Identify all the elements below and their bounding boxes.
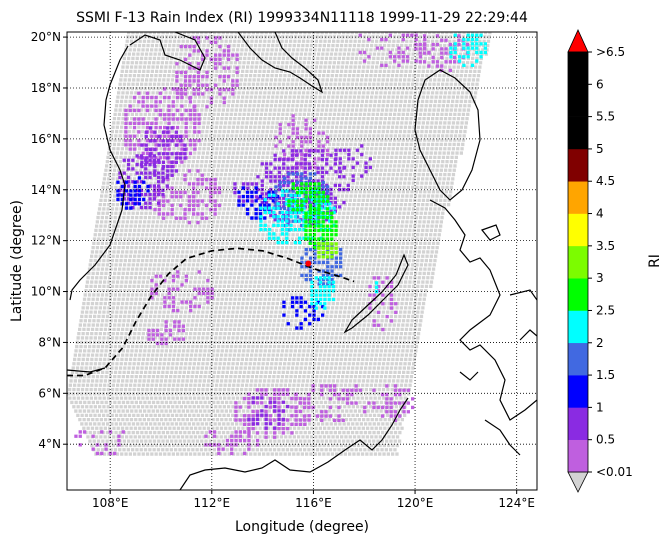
coastlines [67,32,537,490]
colorbar: <0.01 0.5 1 1.5 2 2.5 3 3.5 4 4.5 5 5.5 6 >6.5 [567,29,633,493]
colorbar-tick-label: 5 [596,142,604,156]
rain-pixel-group [118,126,372,430]
map-title: SSMI F-13 Rain Index (RI) 1999334N11118 … [76,10,528,26]
colorbar-under-triangle [567,471,589,493]
colorbar-tick-label: 1.5 [596,368,615,382]
coastline-segment [179,397,409,490]
y-tick-label: 6°N [38,386,61,400]
colorbar-tick-label: 2 [596,336,604,350]
colorbar-tick-label: 2.5 [596,303,615,317]
colorbar-segment [568,116,588,150]
colorbar-tick-label: 5.5 [596,110,615,124]
colorbar-segment [568,342,588,376]
coastline-segment [237,32,324,94]
coastline-segment [429,199,537,421]
y-tick-label: 8°N [38,335,61,349]
coastline-segment [343,253,409,334]
colorbar-segment [568,245,588,279]
colorbar-tick-label: 6 [596,77,604,91]
x-axis-label: Longitude (degree) [235,519,369,535]
rain-pixels [74,32,487,456]
colorbar-segment [568,213,588,247]
coastline-segment [459,371,479,381]
colorbar-tick-label: 4.5 [596,174,615,188]
colorbar-tick-label: 0.5 [596,433,615,447]
x-tick-label: 108°E [92,496,129,510]
coastline-segment [129,32,206,71]
y-tick-label: 4°N [38,437,61,451]
x-tick-label: 112°E [194,496,231,510]
x-tick-label: 116°E [295,496,332,510]
map-area [67,32,537,490]
colorbar-segment [568,375,588,408]
colorbar-tick-label: 3 [596,271,604,285]
rain-pixel-group [317,242,338,259]
colorbar-segment [568,181,588,214]
colorbar-segment [568,278,588,311]
latitude-ticks: 4°N 6°N 8°N 10°N 12°N 14°N 16°N 18°N 20°N [31,30,67,451]
colorbar-segment [568,52,588,85]
longitude-ticks: 108°E 112°E 116°E 120°E 124°E [92,490,535,510]
y-axis-label: Latitude (degree) [9,200,25,322]
y-tick-label: 20°N [31,30,61,44]
colorbar-tick-label: >6.5 [596,45,625,59]
coastline-segment [414,69,481,201]
y-tick-label: 16°N [31,132,61,146]
colorbar-segment [568,407,588,440]
y-tick-label: 18°N [31,81,61,95]
colorbar-tick-label: 1 [596,400,604,414]
colorbar-tick-label: 3.5 [596,239,615,253]
y-tick-label: 10°N [31,285,61,299]
x-tick-label: 120°E [397,496,434,510]
x-tick-label: 124°E [498,496,535,510]
coastline-segment [484,419,521,456]
coastline-segment [69,45,129,301]
colorbar-tick-label: 4 [596,207,604,221]
map-frame [66,31,538,491]
colorbar-segment [568,439,588,473]
colorbar-over-triangle [567,29,589,53]
coastline-segment [481,224,501,241]
colorbar-label: RI [647,254,663,268]
rain-pixel-group [287,182,338,250]
colorbar-segment [568,310,588,344]
colorbar-frame [567,51,589,473]
colorbar-tick-label: <0.01 [596,465,633,479]
colorbar-segment [568,148,588,182]
colorbar-segment [568,84,588,117]
coastline-segment [519,329,537,341]
y-tick-label: 12°N [31,234,61,248]
lat-lon-grid [67,32,537,490]
storm-center-marker [305,260,312,267]
y-tick-label: 14°N [31,183,61,197]
